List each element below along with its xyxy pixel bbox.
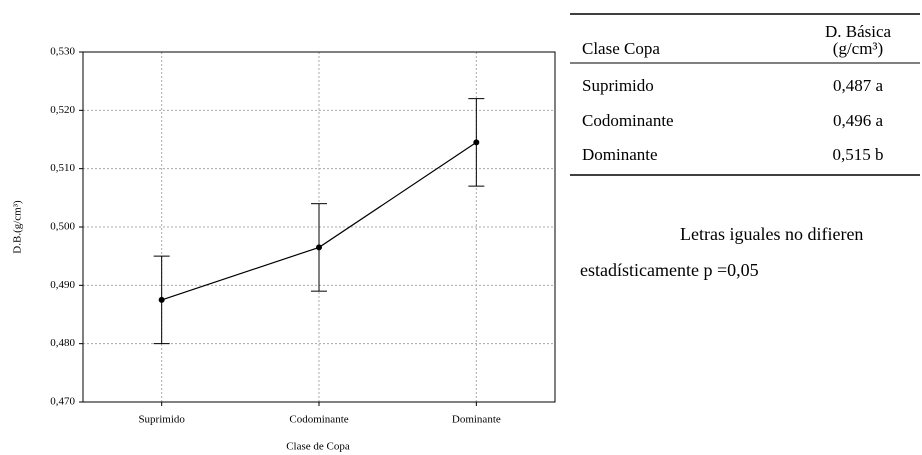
y-tick-label: 0,470: [50, 396, 75, 408]
x-tick-label: Suprimido: [138, 414, 185, 426]
table-cell: 0,487 a: [833, 76, 884, 95]
y-tick-label: 0,490: [50, 279, 75, 291]
table-header: (g/cm³): [833, 39, 883, 58]
x-tick-label: Codominante: [289, 414, 348, 426]
y-tick-label: 0,510: [50, 162, 75, 174]
point: [316, 244, 322, 251]
y-tick-label: 0,520: [50, 104, 75, 116]
table-cell: 0,515 b: [833, 145, 884, 164]
point: [158, 296, 165, 303]
x-axis-title: Clase de Copa: [286, 441, 350, 453]
plot-frame: [82, 51, 556, 403]
y-tick-label: 0,500: [50, 221, 75, 233]
y-tick-label: 0,530: [50, 46, 75, 58]
table-cell: Suprimido: [582, 76, 654, 95]
table-cell: Dominante: [582, 145, 658, 164]
table-header: D. Básica: [825, 22, 892, 41]
x-tick-label: Dominante: [452, 414, 501, 426]
table-header: Clase Copa: [582, 39, 660, 58]
table-cell: 0,496 a: [833, 111, 884, 130]
note: Letras iguales no difieren estadísticame…: [580, 224, 864, 280]
point: [473, 139, 480, 146]
y-tick-label: 0,480: [50, 337, 75, 349]
table-cell: Codominante: [582, 111, 674, 130]
y-axis-title: D.B.(g/cm³): [12, 200, 24, 254]
